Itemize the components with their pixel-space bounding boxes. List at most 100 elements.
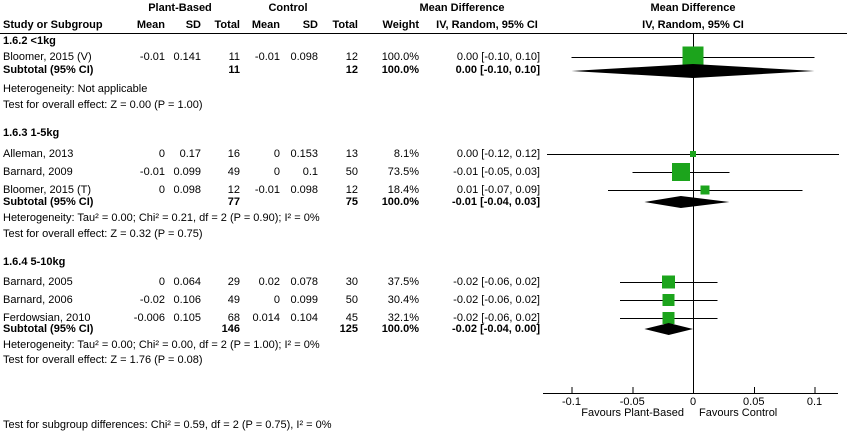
group1-header: Plant-Based bbox=[148, 2, 212, 14]
subgroup-label: 1.6.4 5-10kg bbox=[3, 256, 66, 268]
subtotal-label: Subtotal (95% CI) bbox=[3, 323, 94, 335]
study-sd-plant: 0.106 bbox=[173, 294, 201, 306]
subtotal-total-plant: 11 bbox=[228, 64, 240, 76]
study-mean-control: 0 bbox=[273, 294, 280, 306]
study-ci-text: 0.00 [-0.12, 0.12] bbox=[456, 148, 540, 160]
study-sd-plant: 0.141 bbox=[173, 51, 201, 63]
overall-effect-note: Test for overall effect: Z = 0.32 (P = 0… bbox=[3, 228, 203, 240]
study-total-control: 30 bbox=[345, 276, 358, 288]
study-ci-text: 0.00 [-0.10, 0.10] bbox=[456, 51, 540, 63]
study-sd-plant: 0.099 bbox=[173, 166, 201, 178]
plot-subtitle: IV, Random, 95% CI bbox=[642, 19, 744, 31]
study-sd-control: 0.1 bbox=[302, 166, 318, 178]
study-sd-control: 0.098 bbox=[290, 184, 318, 196]
subtotal-total-control: 12 bbox=[345, 64, 358, 76]
subtotal-label: Subtotal (95% CI) bbox=[3, 64, 94, 76]
subtotal-total-control: 75 bbox=[345, 196, 358, 208]
col-header-mean-plant: Mean bbox=[136, 19, 165, 31]
study-total-plant: 49 bbox=[227, 166, 240, 178]
axis-tick-label: 0 bbox=[689, 396, 697, 408]
study-mean-plant: 0 bbox=[158, 184, 165, 196]
subtotal-label: Subtotal (95% CI) bbox=[3, 196, 94, 208]
study-mean-plant: 0 bbox=[158, 276, 165, 288]
study-total-control: 50 bbox=[345, 166, 358, 178]
subtotal-weight: 100.0% bbox=[381, 196, 419, 208]
study-sd-plant: 0.105 bbox=[173, 312, 201, 324]
effect-square bbox=[690, 151, 696, 157]
study-mean-control: 0.02 bbox=[258, 276, 280, 288]
study-ci-text: -0.02 [-0.06, 0.02] bbox=[453, 294, 540, 306]
study-weight: 100.0% bbox=[381, 51, 419, 63]
study-total-control: 12 bbox=[345, 184, 358, 196]
axis-tick-label: 0.1 bbox=[806, 396, 823, 408]
subtotal-diamond bbox=[644, 323, 693, 335]
header-divider bbox=[0, 33, 847, 34]
study-total-control: 50 bbox=[345, 294, 358, 306]
col-header-sd-control: SD bbox=[302, 19, 318, 31]
subgroup-label: 1.6.2 <1kg bbox=[3, 35, 56, 47]
study-name: Bloomer, 2015 (V) bbox=[3, 51, 92, 63]
subtotal-diamond bbox=[644, 196, 730, 208]
study-mean-control: 0 bbox=[273, 166, 280, 178]
col-header-weight: Weight bbox=[382, 19, 419, 31]
subtotal-ci-text: -0.02 [-0.04, 0.00] bbox=[451, 323, 540, 335]
study-sd-plant: 0.17 bbox=[179, 148, 201, 160]
overall-effect-note: Test for overall effect: Z = 1.76 (P = 0… bbox=[3, 354, 203, 366]
favours-left-label: Favours Plant-Based bbox=[581, 407, 684, 419]
subtotal-ci-text: -0.01 [-0.04, 0.03] bbox=[451, 196, 540, 208]
study-total-control: 45 bbox=[345, 312, 358, 324]
axis-tick-label: -0.05 bbox=[619, 396, 645, 408]
study-mean-plant: -0.006 bbox=[133, 312, 165, 324]
axis-tick-label: -0.1 bbox=[562, 396, 581, 408]
study-weight: 73.5% bbox=[387, 166, 419, 178]
subtotal-weight: 100.0% bbox=[381, 64, 419, 76]
study-sd-plant: 0.064 bbox=[173, 276, 201, 288]
study-mean-control: -0.01 bbox=[254, 51, 280, 63]
study-mean-plant: -0.01 bbox=[139, 166, 165, 178]
subtotal-total-control: 125 bbox=[339, 323, 358, 335]
study-total-plant: 11 bbox=[228, 51, 240, 63]
col-header-sd-plant: SD bbox=[185, 19, 201, 31]
study-mean-plant: -0.01 bbox=[139, 51, 165, 63]
plot-title: Mean Difference bbox=[650, 2, 736, 14]
study-sd-control: 0.078 bbox=[290, 276, 318, 288]
axis-tick-label: 0.05 bbox=[743, 396, 765, 408]
study-total-plant: 68 bbox=[227, 312, 240, 324]
study-mean-control: 0 bbox=[273, 148, 280, 160]
study-name: Bloomer, 2015 (T) bbox=[3, 184, 92, 196]
effect-square bbox=[682, 46, 704, 68]
subtotal-diamond bbox=[571, 64, 815, 78]
study-weight: 32.1% bbox=[387, 312, 419, 324]
effect-column-subtitle: IV, Random, 95% CI bbox=[436, 19, 538, 31]
study-sd-control: 0.153 bbox=[290, 148, 318, 160]
study-total-control: 12 bbox=[345, 51, 358, 63]
study-mean-plant: -0.02 bbox=[139, 294, 165, 306]
subgroup-difference-test: Test for subgroup differences: Chi² = 0.… bbox=[3, 419, 332, 431]
study-mean-plant: 0 bbox=[158, 148, 165, 160]
effect-square bbox=[662, 275, 676, 289]
study-total-plant: 29 bbox=[227, 276, 240, 288]
study-sd-control: 0.099 bbox=[290, 294, 318, 306]
study-ci-text: -0.01 [-0.05, 0.03] bbox=[453, 166, 540, 178]
study-total-plant: 12 bbox=[227, 184, 240, 196]
study-ci-text: -0.02 [-0.06, 0.02] bbox=[453, 312, 540, 324]
study-weight: 8.1% bbox=[393, 148, 419, 160]
subtotal-ci-text: 0.00 [-0.10, 0.10] bbox=[455, 64, 540, 76]
study-total-plant: 16 bbox=[227, 148, 240, 160]
effect-square bbox=[662, 294, 675, 306]
study-sd-control: 0.098 bbox=[290, 51, 318, 63]
study-mean-control: 0.014 bbox=[252, 312, 280, 324]
study-name: Barnard, 2005 bbox=[3, 276, 73, 288]
study-weight: 30.4% bbox=[387, 294, 419, 306]
study-name: Barnard, 2009 bbox=[3, 166, 73, 178]
study-mean-control: -0.01 bbox=[254, 184, 280, 196]
overall-effect-note: Test for overall effect: Z = 0.00 (P = 1… bbox=[3, 99, 203, 111]
study-ci-text: -0.02 [-0.06, 0.02] bbox=[453, 276, 540, 288]
study-name: Barnard, 2006 bbox=[3, 294, 73, 306]
col-header-total-control: Total bbox=[332, 19, 358, 31]
study-weight: 37.5% bbox=[387, 276, 419, 288]
heterogeneity-note: Heterogeneity: Not applicable bbox=[3, 83, 148, 95]
subtotal-total-plant: 146 bbox=[221, 323, 240, 335]
